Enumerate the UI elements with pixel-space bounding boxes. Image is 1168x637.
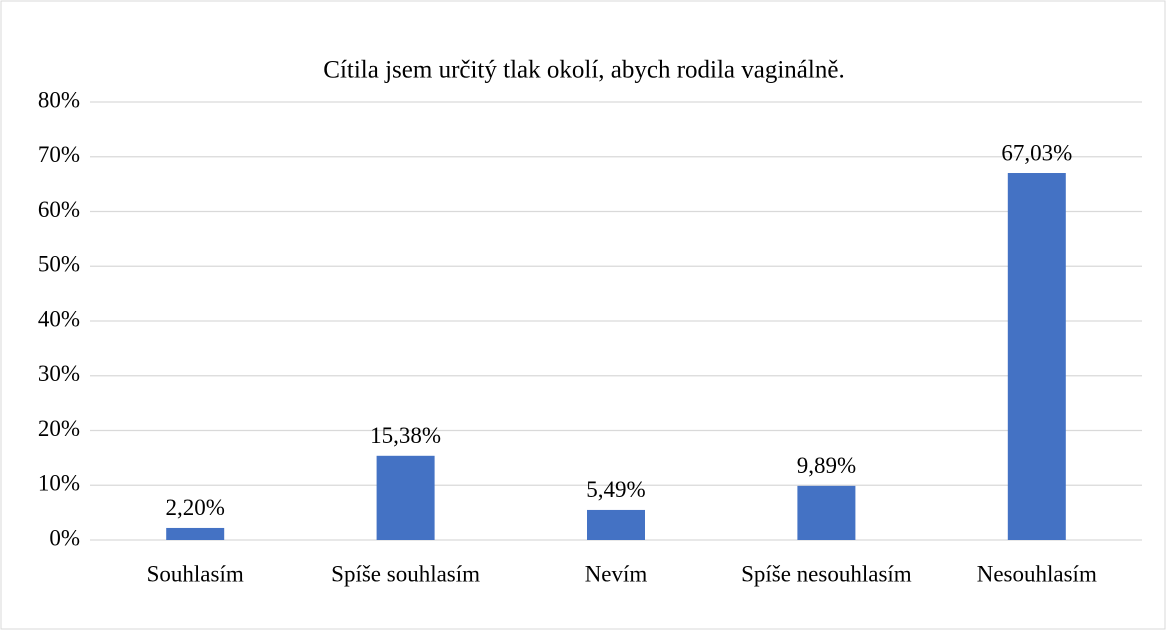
bar (1007, 173, 1066, 541)
y-tick-label: 40% (38, 306, 80, 331)
y-tick-label: 10% (38, 471, 80, 496)
data-label: 9,89% (797, 453, 856, 478)
y-tick-label: 60% (38, 197, 80, 222)
data-label: 67,03% (1001, 140, 1072, 165)
x-tick-label: Souhlasím (147, 561, 244, 586)
x-tick-label: Spíše souhlasím (331, 561, 480, 586)
chart-title: Cítila jsem určitý tlak okolí, abych rod… (323, 57, 844, 84)
y-tick-label: 70% (38, 142, 80, 167)
bar (166, 527, 225, 540)
y-tick-label: 80% (38, 87, 80, 112)
bar (587, 509, 645, 540)
y-tick-label: 20% (38, 416, 80, 441)
data-label: 5,49% (586, 477, 645, 502)
x-tick-label: Spíše nesouhlasím (741, 561, 912, 586)
bar (797, 485, 856, 540)
y-tick-label: 0% (49, 525, 80, 550)
data-label: 15,38% (370, 423, 441, 448)
y-tick-label: 50% (38, 252, 80, 277)
x-tick-label: Nesouhlasím (977, 561, 1097, 586)
data-label: 2,20% (165, 495, 224, 520)
x-tick-label: Nevím (585, 561, 648, 586)
y-tick-label: 30% (38, 361, 80, 386)
bar (376, 455, 435, 540)
